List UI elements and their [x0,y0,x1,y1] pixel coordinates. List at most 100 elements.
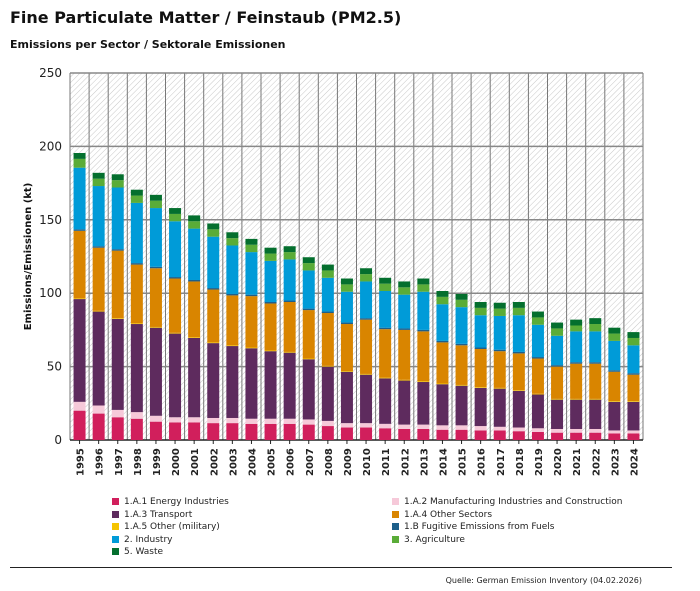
bar-segment [302,419,315,425]
bar-segment [551,365,564,367]
bar-segment [130,189,143,196]
bar-segment [188,337,201,338]
bar-segment [73,229,86,231]
bar-segment [398,329,411,380]
bar-segment [493,315,506,350]
bar-segment [245,347,258,349]
bar-segment [207,223,220,230]
bar-segment [245,348,258,419]
bar-segment [455,385,468,426]
bar-segment [207,236,220,289]
x-tick-label: 2024 [629,448,640,476]
legend-label: 2. Industry [124,534,173,545]
bar-segment [207,288,220,290]
bar-segment [226,295,239,346]
bar-segment [130,202,143,264]
bar-segment [169,333,182,418]
legend-item: 3. Agriculture [392,535,465,545]
bar-segment [608,401,621,431]
bar-segment [570,362,583,364]
bar-segment [493,302,506,309]
bar-segment [73,153,86,159]
legend-swatch [112,498,119,505]
bar-segment [493,349,506,352]
bar-segment [340,291,353,323]
bar-segment [207,289,220,343]
bar-segment [245,296,258,348]
x-tick-label: 1998 [133,448,144,476]
bar-segment [73,298,86,300]
legend-item: 1.A.1 Energy Industries [112,497,229,507]
bar-segment [169,213,182,222]
bar-segment [398,328,411,330]
bar-segment [379,377,392,379]
bar-segment [264,351,277,419]
bar-segment [264,423,277,440]
bar-segment [627,373,640,375]
bar-segment [570,319,583,326]
legend-label: 1.A.5 Other (military) [124,522,220,532]
bar-segment [474,348,487,388]
bar-segment [627,430,640,434]
bar-segment [130,324,143,413]
bar-segment [207,342,220,344]
bar-segment [226,293,239,296]
bar-segment [92,405,105,414]
bar-segment [608,333,621,341]
bar-segment [188,281,201,338]
x-tick-label: 2014 [438,448,449,476]
bar-segment [570,331,583,363]
bar-segment [531,431,544,440]
bar-segment [264,260,277,303]
bar-segment [111,249,124,251]
bar-segment [360,274,373,282]
bar-segment [226,245,239,294]
bar-segment [73,299,86,402]
bar-segment [360,268,373,275]
bar-segment [455,307,468,344]
bar-segment [512,427,525,432]
bar-segment [417,291,430,330]
bar-segment [111,318,124,319]
bar-segment [245,418,258,424]
x-tick-label: 2016 [477,448,488,476]
bar-segment [455,293,468,300]
bar-segment [283,246,296,253]
bar-segment [111,250,124,319]
legend-swatch [112,535,119,543]
bar-segment [417,382,430,425]
legend-item: 1.B Fugitive Emissions from Fuels [392,522,555,532]
bar-segment [283,418,296,424]
legend-label: 5. Waste [124,547,164,557]
bar-segment [302,359,315,420]
bar-segment [188,337,201,418]
legend-item: 1.A.5 Other (military) [112,522,220,532]
bar-segment [360,373,373,375]
legend-swatch [392,523,399,530]
x-tick-label: 2023 [610,448,621,476]
bar-segment [245,294,258,297]
bar-segment [264,350,277,352]
bar-segment [169,277,182,279]
bar-segment [436,290,449,297]
bar-segment [379,423,392,429]
bar-segment [627,337,640,346]
bar-segment [512,315,525,352]
bar-segment [302,358,315,360]
bar-segment [149,326,162,328]
y-tick-label: 0 [54,433,62,447]
bar-segment [455,384,468,386]
legend-item: 1.A.2 Manufacturing Industries and Const… [392,497,622,507]
bar-segment [302,310,315,359]
bar-segment [207,343,220,418]
bar-segment [188,221,201,229]
bar-segment [226,423,239,440]
bar-segment [92,246,105,248]
bar-segment [264,418,277,424]
bar-segment [493,308,506,316]
bar-segment [570,399,583,429]
bar-segment [111,409,124,418]
bar-segment [493,426,506,431]
bar-segment [73,401,86,411]
bar-segment [111,174,124,181]
